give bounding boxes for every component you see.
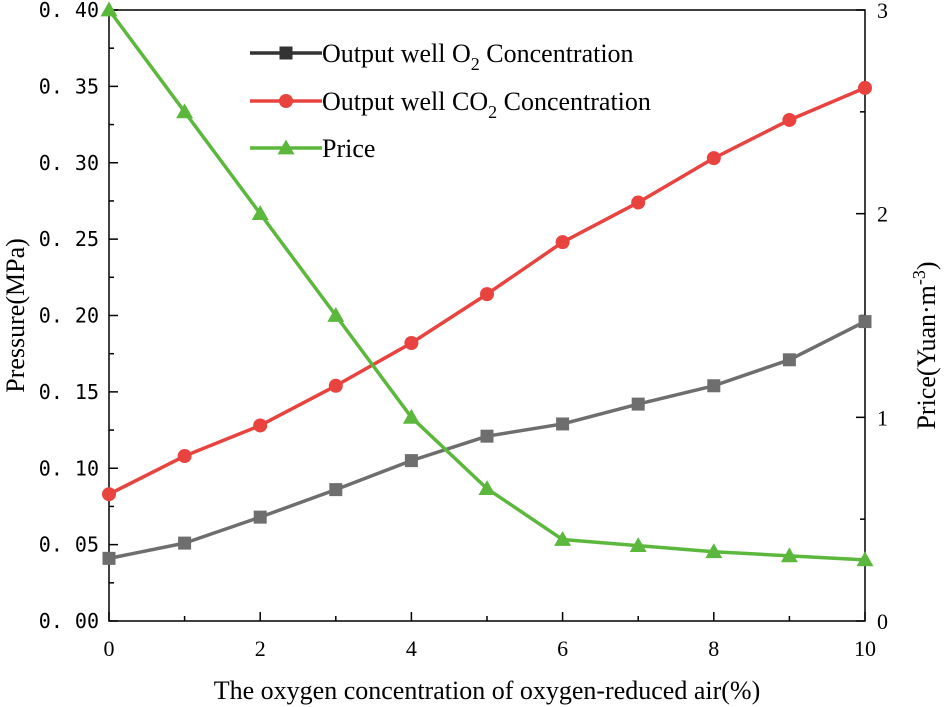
data-point [856, 551, 874, 567]
data-point [102, 551, 116, 565]
data-point [176, 103, 194, 119]
data-point [329, 483, 343, 497]
x-tick-label: 10 [854, 636, 876, 661]
y-left-tick-label: 0. 40 [39, 0, 99, 22]
data-point [178, 536, 192, 550]
data-point [555, 235, 570, 250]
series-triangle [100, 1, 874, 567]
data-point [100, 1, 118, 17]
data-point [478, 480, 496, 495]
data-point [480, 429, 494, 443]
legend-label-subscript: 2 [488, 102, 497, 122]
y-left-tick-label: 0. 30 [39, 151, 99, 175]
legend-label-subscript: 2 [471, 54, 480, 74]
y-right-title-superscript: -3 [909, 270, 929, 285]
data-point [858, 80, 872, 95]
legend-marker [277, 139, 295, 155]
legend-label-suffix: Concentration [480, 39, 634, 68]
y-left-tick-label: 0. 20 [39, 304, 99, 328]
data-point [402, 408, 420, 424]
x-tick-label: 0 [104, 636, 115, 661]
y-left-tick-label: 0. 25 [39, 227, 99, 251]
y-right-tick-label: 0 [877, 609, 888, 634]
data-point [556, 417, 570, 431]
legend-label-main: Output well CO [322, 87, 488, 116]
data-point [327, 307, 345, 322]
x-tick-label: 4 [406, 636, 417, 661]
x-tick-label: 6 [557, 636, 568, 661]
y-right-tick-label: 2 [877, 202, 888, 227]
y-right-tick-label: 1 [877, 405, 888, 430]
y-left-tick-label: 0. 05 [39, 533, 99, 557]
data-point [253, 418, 268, 433]
y-right-axis-title: Price(Yuan·m-3) [909, 261, 941, 429]
legend-label: Output well CO2 Concentration [322, 87, 651, 122]
data-point [782, 353, 796, 367]
data-point [554, 531, 572, 546]
legend-label: Price [322, 134, 375, 163]
y-left-axis-title: Pressure(MPa) [1, 238, 30, 393]
data-point [404, 335, 419, 350]
data-point [629, 537, 647, 553]
y-right-title-main: Price(Yuan·m [912, 285, 941, 429]
series-circle [102, 80, 872, 502]
y-left-tick-label: 0. 15 [39, 380, 99, 404]
data-point [177, 449, 192, 464]
y-left-tick-label: 0. 00 [39, 609, 99, 633]
x-tick-label: 2 [255, 636, 266, 661]
legend-label-main: Price [322, 134, 375, 163]
legend-label-suffix: Concentration [497, 87, 651, 116]
data-point [251, 205, 269, 221]
x-tick-label: 8 [708, 636, 719, 661]
data-point [780, 547, 798, 563]
legend-label: Output well O2 Concentration [322, 39, 634, 74]
data-point [706, 151, 721, 166]
legend-marker [279, 46, 293, 60]
legend-marker [279, 94, 293, 108]
y-right-title-closing: ) [912, 261, 941, 270]
legend-label-main: Output well O [322, 39, 471, 68]
series-square [102, 315, 872, 565]
data-point [102, 487, 116, 502]
y-left-tick-label: 0. 10 [39, 456, 99, 480]
y-left-tick-label: 0. 35 [39, 74, 99, 98]
data-point [631, 397, 645, 411]
data-point [328, 378, 343, 393]
y-right-tick-label: 3 [877, 0, 888, 23]
data-point [404, 454, 418, 468]
data-point [253, 510, 267, 524]
data-point [707, 379, 721, 393]
data-point [705, 543, 723, 559]
x-axis-title: The oxygen concentration of oxygen-reduc… [214, 676, 760, 705]
data-point [858, 315, 872, 329]
data-point [631, 195, 646, 210]
data-point [782, 112, 797, 127]
data-point [480, 287, 494, 302]
